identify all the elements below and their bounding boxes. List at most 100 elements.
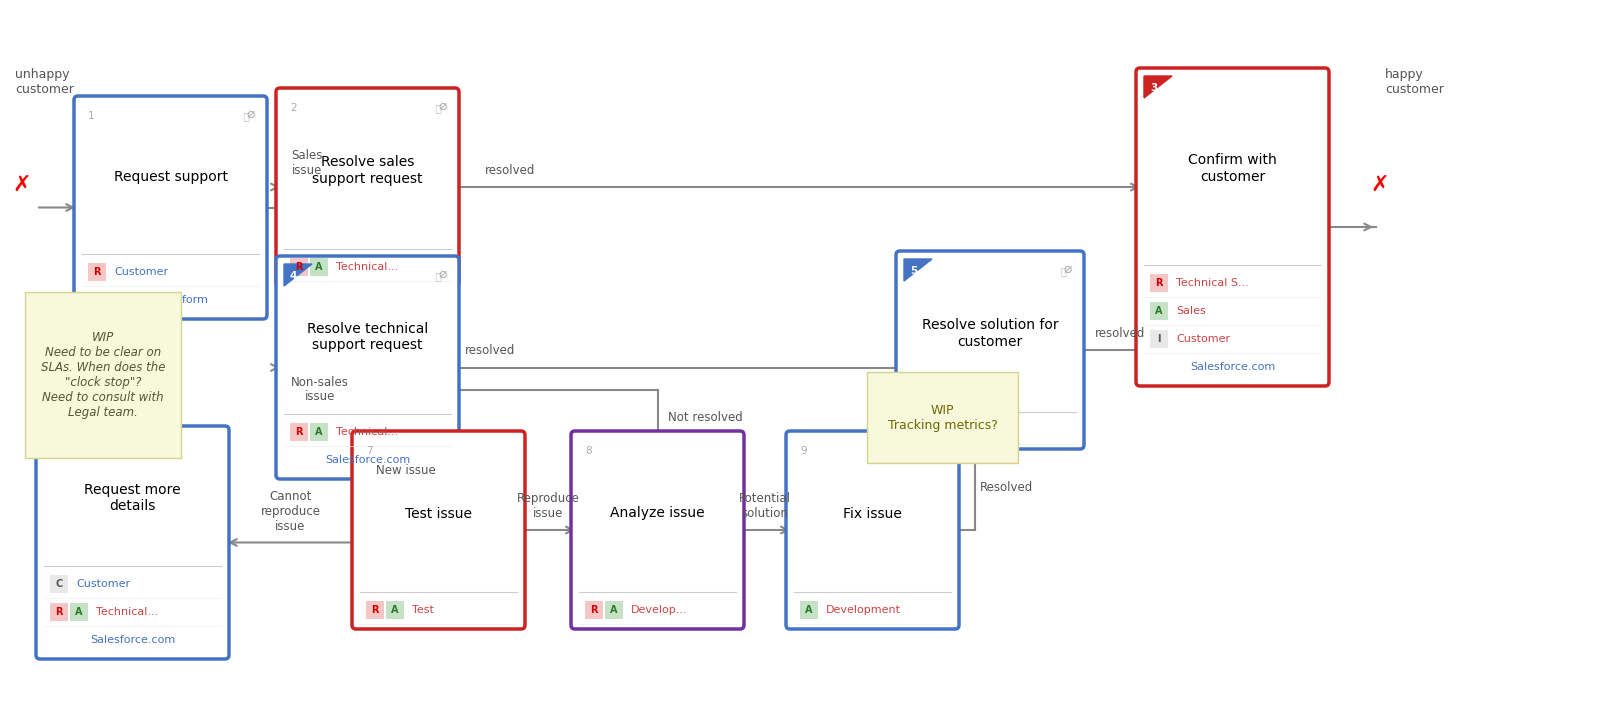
Text: R: R	[590, 605, 598, 615]
Text: A: A	[75, 607, 83, 617]
Text: A: A	[392, 605, 398, 615]
Text: ⌀: ⌀	[1064, 262, 1072, 276]
FancyBboxPatch shape	[896, 251, 1085, 449]
FancyBboxPatch shape	[586, 601, 603, 619]
FancyBboxPatch shape	[74, 96, 267, 319]
Text: 🖇: 🖇	[435, 271, 442, 281]
FancyBboxPatch shape	[605, 601, 622, 619]
Text: 🖇: 🖇	[243, 111, 250, 121]
Text: WIP
Need to be clear on
SLAs. When does the
"clock stop"?
Need to consult with
L: WIP Need to be clear on SLAs. When does …	[40, 331, 165, 419]
FancyBboxPatch shape	[50, 575, 67, 593]
Text: ⌀: ⌀	[438, 99, 446, 113]
Text: Resolve technical
support request: Resolve technical support request	[307, 322, 429, 352]
Text: R: R	[93, 267, 101, 277]
Text: 6: 6	[50, 441, 56, 451]
Text: Resolve solution for
customer: Resolve solution for customer	[922, 319, 1058, 348]
Text: Resolve sales
support request: Resolve sales support request	[312, 155, 422, 185]
Text: Reproduce
issue: Reproduce issue	[517, 492, 579, 520]
Text: A: A	[315, 427, 323, 437]
Text: Technical...: Technical...	[336, 427, 398, 437]
FancyBboxPatch shape	[786, 431, 958, 629]
Text: 3: 3	[1150, 83, 1157, 93]
Text: A: A	[805, 605, 813, 615]
Polygon shape	[285, 264, 312, 286]
Text: ⌀: ⌀	[246, 107, 254, 121]
Text: Confirm with
customer: Confirm with customer	[1189, 154, 1277, 183]
Text: Resolved: Resolved	[979, 481, 1034, 494]
FancyBboxPatch shape	[310, 423, 328, 441]
FancyBboxPatch shape	[1136, 68, 1330, 386]
Text: Non-sales
issue: Non-sales issue	[291, 376, 349, 403]
FancyBboxPatch shape	[1150, 330, 1168, 348]
Text: Technical S...: Technical S...	[1176, 278, 1250, 288]
Text: happy
customer: happy customer	[1386, 68, 1443, 96]
FancyBboxPatch shape	[277, 88, 459, 286]
Text: R: R	[1155, 278, 1163, 288]
Text: Salesforce.com: Salesforce.com	[1190, 362, 1275, 372]
Text: Development: Development	[826, 605, 901, 615]
Text: Customer: Customer	[114, 267, 168, 277]
Text: 🖇: 🖇	[1061, 266, 1066, 276]
Text: 8: 8	[586, 446, 592, 456]
Text: ⌀: ⌀	[438, 267, 446, 281]
Text: Salesforce.com: Salesforce.com	[90, 635, 174, 645]
FancyBboxPatch shape	[867, 372, 1018, 463]
Text: WIP
Tracking metrics?: WIP Tracking metrics?	[888, 403, 997, 431]
Text: 5: 5	[910, 266, 917, 276]
FancyBboxPatch shape	[88, 263, 106, 281]
Text: A: A	[610, 605, 618, 615]
Text: A: A	[1155, 306, 1163, 316]
Text: 2: 2	[290, 103, 296, 113]
Text: Cannot
reproduce
issue: Cannot reproduce issue	[261, 489, 320, 532]
Text: Develop...: Develop...	[630, 605, 688, 615]
Text: 9: 9	[800, 446, 806, 456]
Text: Technical S...: Technical S...	[936, 425, 1010, 435]
FancyBboxPatch shape	[1150, 302, 1168, 320]
FancyBboxPatch shape	[50, 603, 67, 621]
Text: A: A	[915, 425, 923, 435]
Text: Technical...: Technical...	[96, 607, 158, 617]
Text: 1: 1	[88, 111, 94, 121]
FancyBboxPatch shape	[70, 603, 88, 621]
Text: Salesforce.com: Salesforce.com	[325, 455, 410, 465]
Text: Request more
details: Request more details	[85, 483, 181, 513]
Text: Sales
issue: Sales issue	[291, 149, 322, 177]
Text: A: A	[315, 262, 323, 272]
Text: Technical...: Technical...	[336, 262, 398, 272]
Text: Customer: Customer	[1176, 334, 1230, 344]
Text: unhappy
customer: unhappy customer	[14, 68, 74, 96]
Text: resolved: resolved	[466, 345, 515, 357]
Text: ✗: ✗	[1371, 175, 1389, 195]
Text: 4: 4	[290, 271, 298, 281]
Text: R: R	[296, 262, 302, 272]
Text: Analyze issue: Analyze issue	[610, 506, 706, 520]
Text: Test: Test	[413, 605, 434, 615]
Text: Not resolved: Not resolved	[667, 411, 742, 424]
FancyBboxPatch shape	[386, 601, 403, 619]
Text: Fix issue: Fix issue	[843, 506, 902, 520]
Text: Customer: Customer	[77, 579, 130, 589]
FancyBboxPatch shape	[366, 601, 384, 619]
Text: C: C	[56, 579, 62, 589]
Text: R: R	[56, 607, 62, 617]
FancyBboxPatch shape	[352, 431, 525, 629]
Text: I: I	[1157, 334, 1160, 344]
FancyBboxPatch shape	[26, 292, 181, 458]
FancyBboxPatch shape	[800, 601, 818, 619]
FancyBboxPatch shape	[277, 256, 459, 479]
Text: Request support: Request support	[114, 170, 227, 184]
FancyBboxPatch shape	[571, 431, 744, 629]
Text: Sales: Sales	[1176, 306, 1206, 316]
Polygon shape	[1144, 76, 1171, 98]
Text: New issue: New issue	[376, 463, 435, 477]
Text: ✗: ✗	[13, 175, 32, 195]
Text: Test issue: Test issue	[405, 506, 472, 520]
Text: Website form: Website form	[133, 295, 208, 305]
Text: R: R	[371, 605, 379, 615]
FancyBboxPatch shape	[310, 258, 328, 276]
Text: Potential
solution: Potential solution	[739, 492, 790, 520]
FancyBboxPatch shape	[910, 421, 928, 439]
FancyBboxPatch shape	[1150, 274, 1168, 292]
Text: R: R	[296, 427, 302, 437]
Polygon shape	[904, 259, 931, 281]
